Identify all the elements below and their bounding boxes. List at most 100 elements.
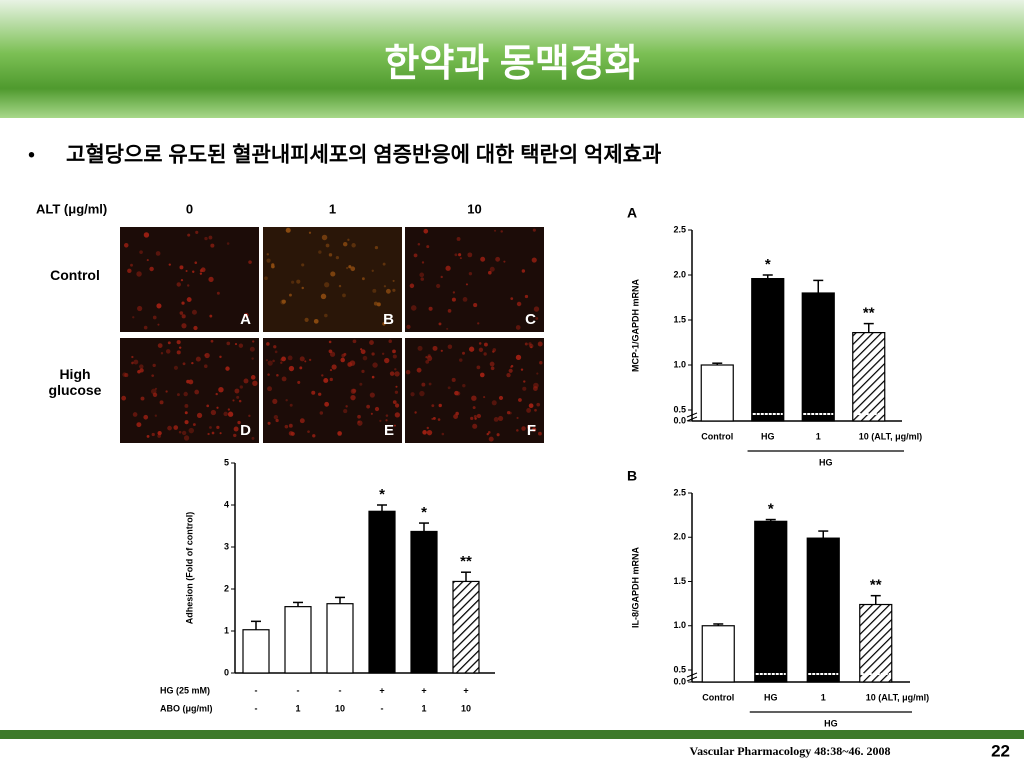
cell [320,293,327,300]
cell [319,411,324,415]
cell [208,235,213,240]
cell [186,297,192,302]
cell [139,250,143,254]
x-tick-label: Control [701,431,733,441]
cell [218,386,224,393]
footer-bar [0,730,1024,739]
cell [325,243,330,248]
cell [132,316,135,319]
cell [130,263,133,267]
cell [329,377,333,382]
y-tick-label: 5 [224,457,229,467]
significance-mark: * [379,486,385,503]
cell [181,323,187,329]
cell [308,358,312,362]
cell [425,359,430,364]
cell [480,256,486,262]
cell [426,245,430,249]
cell [372,288,377,293]
cell [123,243,129,248]
cell [266,253,270,256]
y-axis-label: Adhesion (Fold of control) [184,512,194,624]
cell [132,412,138,417]
cell [381,352,385,355]
cell [299,418,305,424]
cell [188,427,195,434]
cell [152,392,158,398]
cell [252,380,258,386]
cell [476,365,481,370]
cell [287,355,293,361]
cell [330,271,336,277]
cell [374,246,379,250]
cell [478,342,482,345]
cell [360,349,366,355]
cell [274,350,278,354]
cell [267,386,273,392]
x-row-value: - [381,703,384,713]
cell [465,283,468,286]
cell [431,404,435,408]
significance-mark: ** [863,305,875,322]
citation: Vascular Pharmacology 48:38~46. 2008 [690,744,891,758]
cell [329,368,333,372]
cell [152,315,157,320]
y-tick-label: 1.0 [673,620,686,630]
cell [180,278,184,282]
cell [151,432,155,437]
cell [204,354,207,357]
cell [249,346,255,352]
cell [275,418,279,423]
cell [328,340,332,344]
bullet-text: 고혈당으로 유도된 혈관내피세포의 염증반응에 대한 택란의 억제효과 [66,144,661,167]
cell [383,285,387,288]
cell [209,314,213,318]
cell [515,325,521,330]
x-row-value: + [421,685,426,695]
cell [324,313,328,318]
cell [318,250,322,254]
cell [498,415,504,421]
cell [143,325,148,330]
cell [199,272,203,275]
cell [157,434,161,438]
cell [276,374,279,377]
cell [359,382,363,386]
cell [462,383,466,388]
cell [165,390,168,393]
cell [227,411,234,417]
cell [288,365,295,372]
cell [385,419,388,422]
cell [136,271,142,277]
cell [281,356,286,362]
cell [421,382,426,387]
cell [427,355,433,361]
panel-letter: D [240,422,251,439]
cell [510,297,514,300]
y-tick-label: 2 [224,583,229,593]
y-tick-label: 3 [224,541,229,551]
cell [264,276,268,281]
cell [208,276,214,283]
slide-title: 한약과 동맥경화 [384,43,639,85]
y-axis-label: IL-8/GAPDH mRNA [630,547,640,629]
cell [360,348,363,351]
cell [176,340,181,345]
cell [318,392,322,396]
cell [139,364,144,369]
cell [324,401,330,407]
significance-mark: * [421,504,427,521]
cell [289,403,293,407]
cell [225,366,230,371]
cell [491,400,497,406]
cell [458,253,462,257]
cell [178,346,182,349]
cell [272,359,275,363]
cell [156,303,162,309]
row-label: High glucose [49,366,102,398]
micrograph-header: ALT (μg/ml) [36,201,107,216]
cell [182,362,186,366]
cell [234,343,238,346]
cell [474,417,477,420]
cell [191,361,194,365]
